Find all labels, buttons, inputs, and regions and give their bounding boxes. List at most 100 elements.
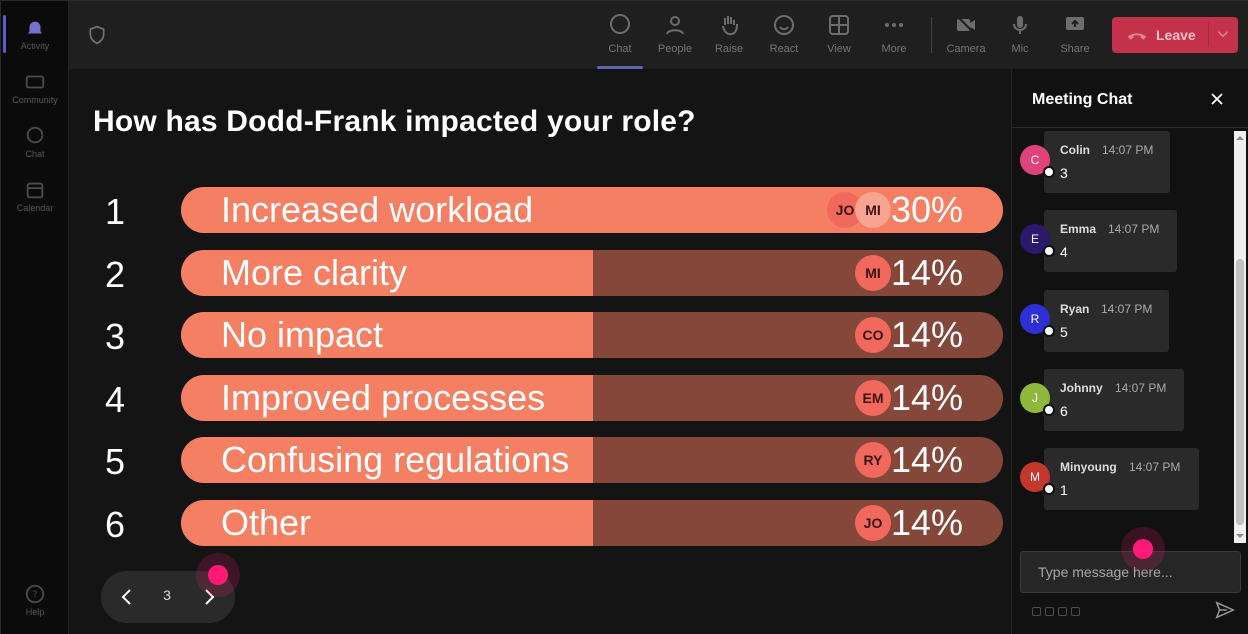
share-button-label: Share: [1060, 43, 1090, 55]
voter-avatar: MI: [855, 192, 891, 228]
chevron-down-icon[interactable]: [1214, 25, 1232, 43]
emoji-icon[interactable]: [1058, 607, 1067, 616]
option-bar-fill: [181, 250, 593, 296]
message-text: 5: [1060, 324, 1068, 340]
poll-option-row: 4 Improved processes 14% EM: [69, 375, 1011, 423]
format-icon[interactable]: [1032, 607, 1041, 616]
raise-button-label: Raise: [714, 43, 744, 55]
option-bar-fill: [181, 500, 593, 546]
chat-button-label: Chat: [608, 43, 632, 55]
rail-label: Activity: [20, 41, 50, 51]
smiley-icon: [774, 15, 794, 35]
option-bar-fill: [181, 375, 593, 421]
option-label: No impact: [221, 314, 384, 355]
sender-name: Johnny: [1060, 381, 1103, 395]
voter-avatar: RY: [855, 442, 891, 478]
chat-message: Emma 14:07 PM 4 E: [1020, 210, 1210, 274]
message-time: 14:07 PM: [1108, 222, 1160, 236]
leave-button-label: Leave: [1156, 27, 1196, 43]
presence-status-icon: [1043, 166, 1055, 178]
chevron-left-icon[interactable]: [115, 585, 139, 609]
message-card: Ryan 14:07 PM 5: [1044, 290, 1169, 352]
message-text: 1: [1060, 482, 1068, 498]
scroll-down-arrow-icon[interactable]: [1236, 532, 1244, 540]
chat-button[interactable]: Chat: [595, 9, 645, 69]
message-text: 6: [1060, 403, 1068, 419]
mic-icon: [1013, 16, 1027, 34]
view-button-label: View: [827, 43, 851, 55]
chat-message-input[interactable]: [1020, 551, 1241, 593]
option-bar: Other 14% JO: [181, 500, 1003, 546]
rail-item-calendar[interactable]: Calendar: [3, 171, 67, 221]
voter-avatar: CO: [855, 317, 891, 353]
chat-message: Johnny 14:07 PM 6 J: [1020, 369, 1210, 433]
leave-button[interactable]: Leave: [1112, 17, 1238, 53]
mic-button[interactable]: Mic: [995, 9, 1045, 65]
left-rail: Activity Community Chat Calendar ? Help: [1, 1, 69, 634]
people-icon: [666, 16, 684, 35]
more-button[interactable]: More: [869, 9, 919, 65]
pointer-highlight: [208, 565, 228, 585]
option-number: 3: [105, 316, 126, 357]
raise-hand-button[interactable]: Raise: [704, 9, 754, 65]
scrollbar-thumb[interactable]: [1236, 259, 1244, 525]
message-time: 14:07 PM: [1101, 302, 1153, 316]
message-time: 14:07 PM: [1129, 460, 1181, 474]
chat-icon: [26, 126, 44, 144]
share-button[interactable]: Share: [1050, 9, 1100, 65]
option-percentage: 14%: [890, 252, 963, 293]
message-card: Johnny 14:07 PM 6: [1044, 369, 1184, 431]
react-button-label: React: [769, 43, 799, 55]
chat-message: Colin 14:07 PM 3 C: [1020, 131, 1210, 195]
sender-name: Colin: [1060, 143, 1090, 157]
attach-icon[interactable]: [1045, 607, 1054, 616]
rail-item-chat[interactable]: Chat: [3, 117, 67, 167]
voter-avatar: JO: [855, 505, 891, 541]
option-number: 5: [105, 441, 126, 482]
react-button[interactable]: React: [759, 9, 809, 65]
rail-item-activity[interactable]: Activity: [3, 9, 67, 59]
message-card: Minyoung 14:07 PM 1: [1044, 448, 1199, 510]
scroll-up-arrow-icon[interactable]: [1236, 134, 1244, 142]
shield-icon[interactable]: [87, 25, 107, 45]
option-label: Other: [221, 502, 312, 543]
gif-icon[interactable]: [1071, 607, 1080, 616]
chat-message: Minyoung 14:07 PM 1 M: [1020, 448, 1210, 512]
rail-item-community[interactable]: Community: [3, 63, 67, 113]
option-number: 1: [105, 191, 126, 232]
bell-icon: [27, 21, 43, 36]
option-label: More clarity: [221, 252, 408, 293]
poll-question: How has Dodd-Frank impacted your role?: [93, 105, 696, 138]
presence-status-icon: [1043, 404, 1055, 416]
sender-name: Ryan: [1060, 302, 1090, 316]
option-percentage: 14%: [890, 439, 963, 480]
poll-option-row: 2 More clarity 14% MI: [69, 250, 1011, 298]
people-button[interactable]: People: [650, 9, 700, 65]
message-text: 4: [1060, 244, 1068, 260]
chat-header-divider: [1012, 127, 1248, 128]
option-bar: Confusing regulations 14% RY: [181, 437, 1003, 483]
compose-toolbar: [1032, 603, 1084, 616]
presence-status-icon: [1043, 483, 1055, 495]
camera-button-label: Camera: [946, 43, 986, 55]
message-time: 14:07 PM: [1102, 143, 1154, 157]
rail-item-help[interactable]: ? Help: [3, 575, 67, 625]
view-button[interactable]: View: [814, 9, 864, 65]
poll-option-row: 6 Other 14% JO: [69, 500, 1011, 548]
chat-scrollbar[interactable]: [1234, 131, 1246, 543]
voter-avatar: MI: [855, 255, 891, 291]
svg-text:?: ?: [32, 590, 37, 601]
chevron-right-icon[interactable]: [197, 585, 221, 609]
send-icon[interactable]: [1214, 599, 1236, 621]
option-percentage: 14%: [890, 502, 963, 543]
phone-hangup-icon: [1127, 33, 1147, 40]
poll-option-row: 1 Increased workload 30% JO MI: [69, 187, 1011, 235]
share-screen-icon: [1066, 17, 1084, 30]
close-icon[interactable]: [1209, 91, 1225, 107]
meeting-chat-panel: Meeting Chat Colin 14:07 PM 3 C Emma 14:07 PM…: [1011, 69, 1248, 634]
camera-button[interactable]: Camera: [941, 9, 991, 65]
option-bar: Improved processes 14% EM: [181, 375, 1003, 421]
message-time: 14:07 PM: [1115, 381, 1167, 395]
sender-name: Emma: [1060, 222, 1097, 236]
